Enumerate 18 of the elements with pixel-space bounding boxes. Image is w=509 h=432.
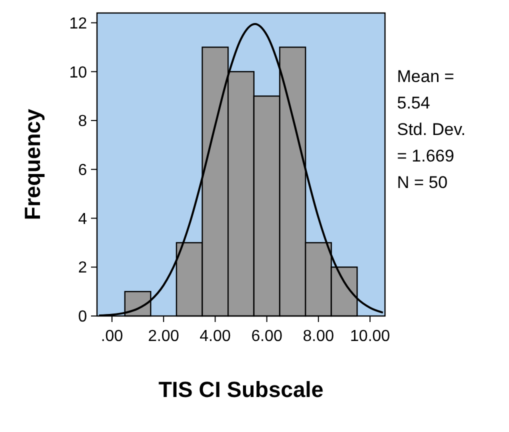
x-axis-title: TIS CI Subscale <box>158 377 324 402</box>
x-tick-label: 10.00 <box>350 328 390 345</box>
x-tick-label: 8.00 <box>302 328 334 345</box>
x-tick-label: .00 <box>100 328 124 345</box>
y-tick-label: 2 <box>78 260 88 277</box>
y-tick-label: 8 <box>78 113 88 130</box>
y-tick-label: 0 <box>78 308 88 326</box>
y-axis-title: Frequency <box>20 108 45 220</box>
text: Mean = 5.54 <box>397 67 454 112</box>
text: N = 50 <box>397 173 448 192</box>
x-tick-label: 2.00 <box>148 328 180 345</box>
x-tick-label: 4.00 <box>200 328 231 345</box>
text: Std. Dev. = 1.669 <box>397 120 466 166</box>
x-tick-label: 6.00 <box>251 328 282 345</box>
y-tick-label: 10 <box>69 64 88 82</box>
y-tick-label: 4 <box>78 210 88 228</box>
y-tick-label: 12 <box>69 15 88 32</box>
y-tick-label: 6 <box>78 162 88 179</box>
